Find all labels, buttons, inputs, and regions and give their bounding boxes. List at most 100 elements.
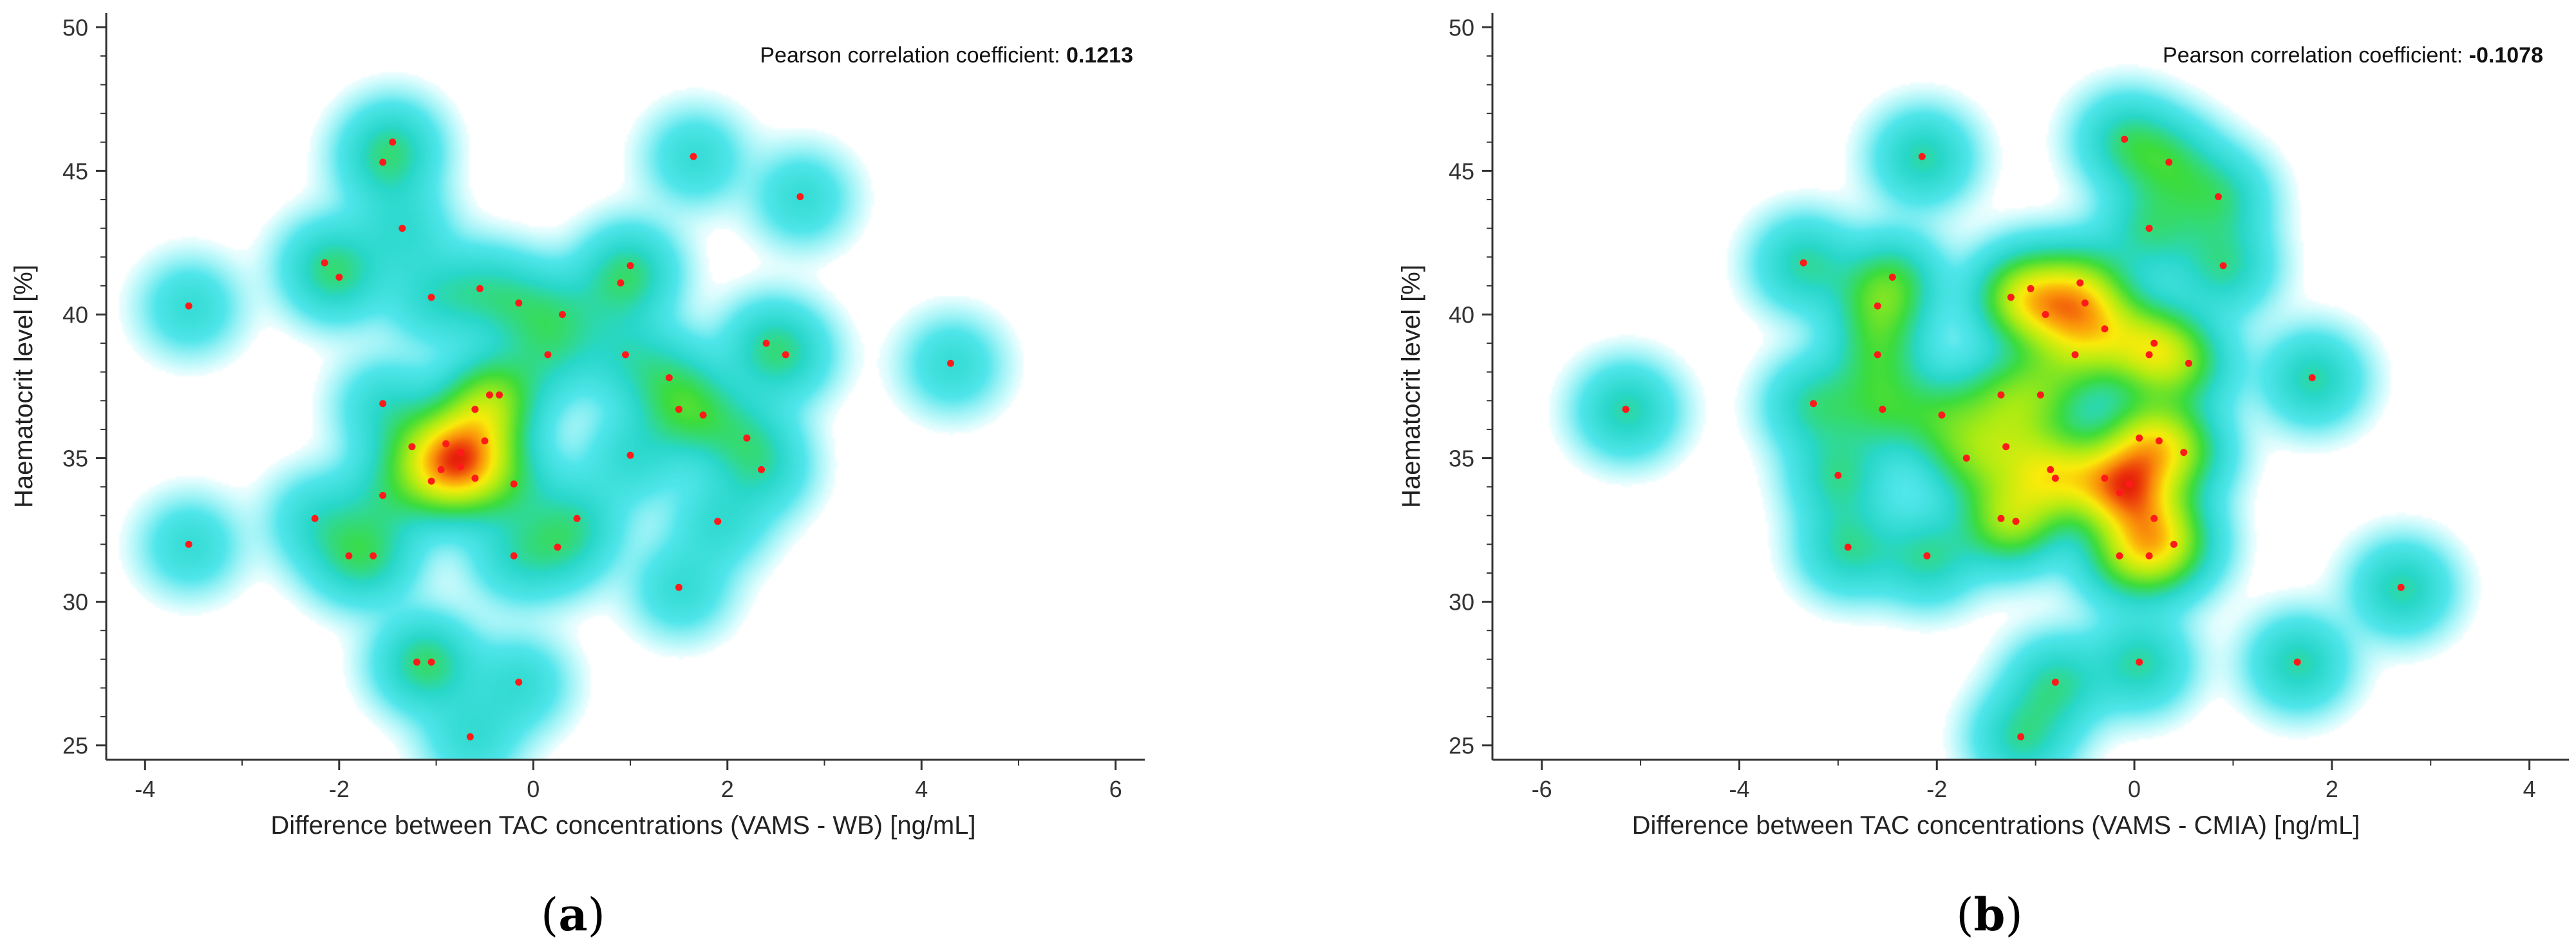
data-point: [743, 434, 751, 442]
data-point: [1938, 411, 1946, 419]
y-axis-label: Haematocrit level [%]: [1397, 265, 1425, 508]
y-tick-label: 30: [62, 589, 88, 616]
data-point: [399, 225, 406, 232]
data-point: [456, 449, 464, 457]
data-point: [714, 518, 722, 525]
x-tick-label: -4: [135, 776, 155, 802]
data-point: [559, 310, 567, 318]
y-tick-label: 40: [62, 301, 88, 328]
data-point: [496, 391, 503, 399]
y-tick-label: 50: [1449, 14, 1474, 41]
y-tick-label: 45: [62, 158, 88, 184]
y-tick-label: 45: [1449, 158, 1474, 184]
data-point: [2051, 475, 2059, 482]
x-tick-label: 4: [915, 776, 928, 802]
data-point: [379, 492, 387, 500]
panel-label: (a): [541, 888, 605, 941]
data-point: [544, 351, 552, 359]
data-point: [2027, 285, 2035, 292]
data-point: [2101, 325, 2109, 333]
data-point: [510, 552, 518, 560]
data-point: [2125, 480, 2133, 488]
data-point: [2047, 466, 2054, 473]
data-point: [782, 351, 789, 359]
data-point: [2012, 518, 2020, 525]
y-tick-label: 35: [1449, 446, 1474, 472]
y-tick-label: 35: [62, 446, 88, 472]
data-point: [2145, 351, 2153, 359]
x-tick-label: -2: [1926, 776, 1947, 802]
data-point: [2042, 310, 2049, 318]
data-point: [1962, 455, 1970, 462]
data-point: [1923, 552, 1931, 560]
panel-label: (b): [1956, 888, 2023, 941]
correlation-value: -0.1078: [2469, 43, 2543, 68]
data-point: [1834, 471, 1842, 479]
x-tick-label: -2: [329, 776, 350, 802]
data-point: [428, 294, 435, 301]
y-tick-label: 25: [1449, 733, 1474, 759]
data-point: [476, 285, 484, 292]
data-point: [2150, 339, 2158, 347]
x-tick-label: -6: [1532, 776, 1552, 802]
data-point: [481, 437, 489, 445]
y-tick-label: 30: [1449, 589, 1474, 616]
y-tick-label: 50: [62, 14, 88, 41]
data-point: [626, 262, 634, 270]
data-point: [2116, 552, 2123, 560]
data-point: [1874, 351, 1881, 359]
data-point: [2121, 135, 2129, 143]
data-point: [1874, 302, 1881, 310]
data-point: [2308, 374, 2316, 382]
data-point: [442, 440, 450, 447]
data-point: [675, 583, 682, 591]
data-point: [515, 299, 523, 307]
x-axis-label: Difference between TAC concentrations (V…: [270, 811, 975, 840]
data-point: [2397, 583, 2405, 591]
data-point: [2116, 489, 2123, 496]
data-point: [617, 279, 625, 287]
data-point: [1622, 406, 1630, 413]
data-point: [2180, 449, 2188, 457]
data-point: [2219, 262, 2227, 270]
data-point: [471, 406, 479, 413]
y-axis-label: Haematocrit level [%]: [10, 265, 38, 508]
correlation-value: 0.1213: [1066, 43, 1133, 68]
data-point: [2145, 225, 2153, 232]
data-point: [2071, 351, 2079, 359]
y-tick-label: 25: [62, 733, 88, 759]
data-point: [2185, 359, 2192, 367]
data-point: [345, 552, 353, 560]
data-point: [510, 480, 518, 488]
y-tick-label: 40: [1449, 301, 1474, 328]
data-point: [456, 463, 464, 471]
data-point: [379, 158, 387, 166]
x-tick-label: 0: [527, 776, 540, 802]
correlation-label: Pearson correlation coefficient:: [2163, 43, 2469, 68]
correlation-annotation: Pearson correlation coefficient: -0.1078: [2163, 43, 2543, 68]
data-point: [379, 400, 387, 408]
data-point: [2007, 294, 2015, 301]
correlation-annotation: Pearson correlation coefficient: 0.1213: [760, 43, 1133, 68]
x-tick-label: 6: [1109, 776, 1122, 802]
data-point: [389, 138, 397, 146]
data-point: [554, 543, 561, 551]
data-point: [573, 514, 581, 522]
data-point: [1888, 273, 1896, 281]
x-tick-label: 0: [2128, 776, 2141, 802]
data-point: [437, 466, 445, 473]
data-point: [1810, 400, 1818, 408]
data-point: [2136, 658, 2143, 666]
data-point: [2002, 443, 2010, 451]
data-point: [2214, 193, 2222, 201]
data-point: [2170, 540, 2177, 548]
data-point: [1918, 153, 1926, 160]
data-point: [1879, 406, 1886, 413]
data-point: [2145, 552, 2153, 560]
data-point: [428, 658, 435, 666]
data-point: [2051, 679, 2059, 686]
data-point: [675, 406, 682, 413]
data-point: [311, 514, 319, 522]
data-point: [413, 658, 420, 666]
data-point: [690, 153, 697, 160]
